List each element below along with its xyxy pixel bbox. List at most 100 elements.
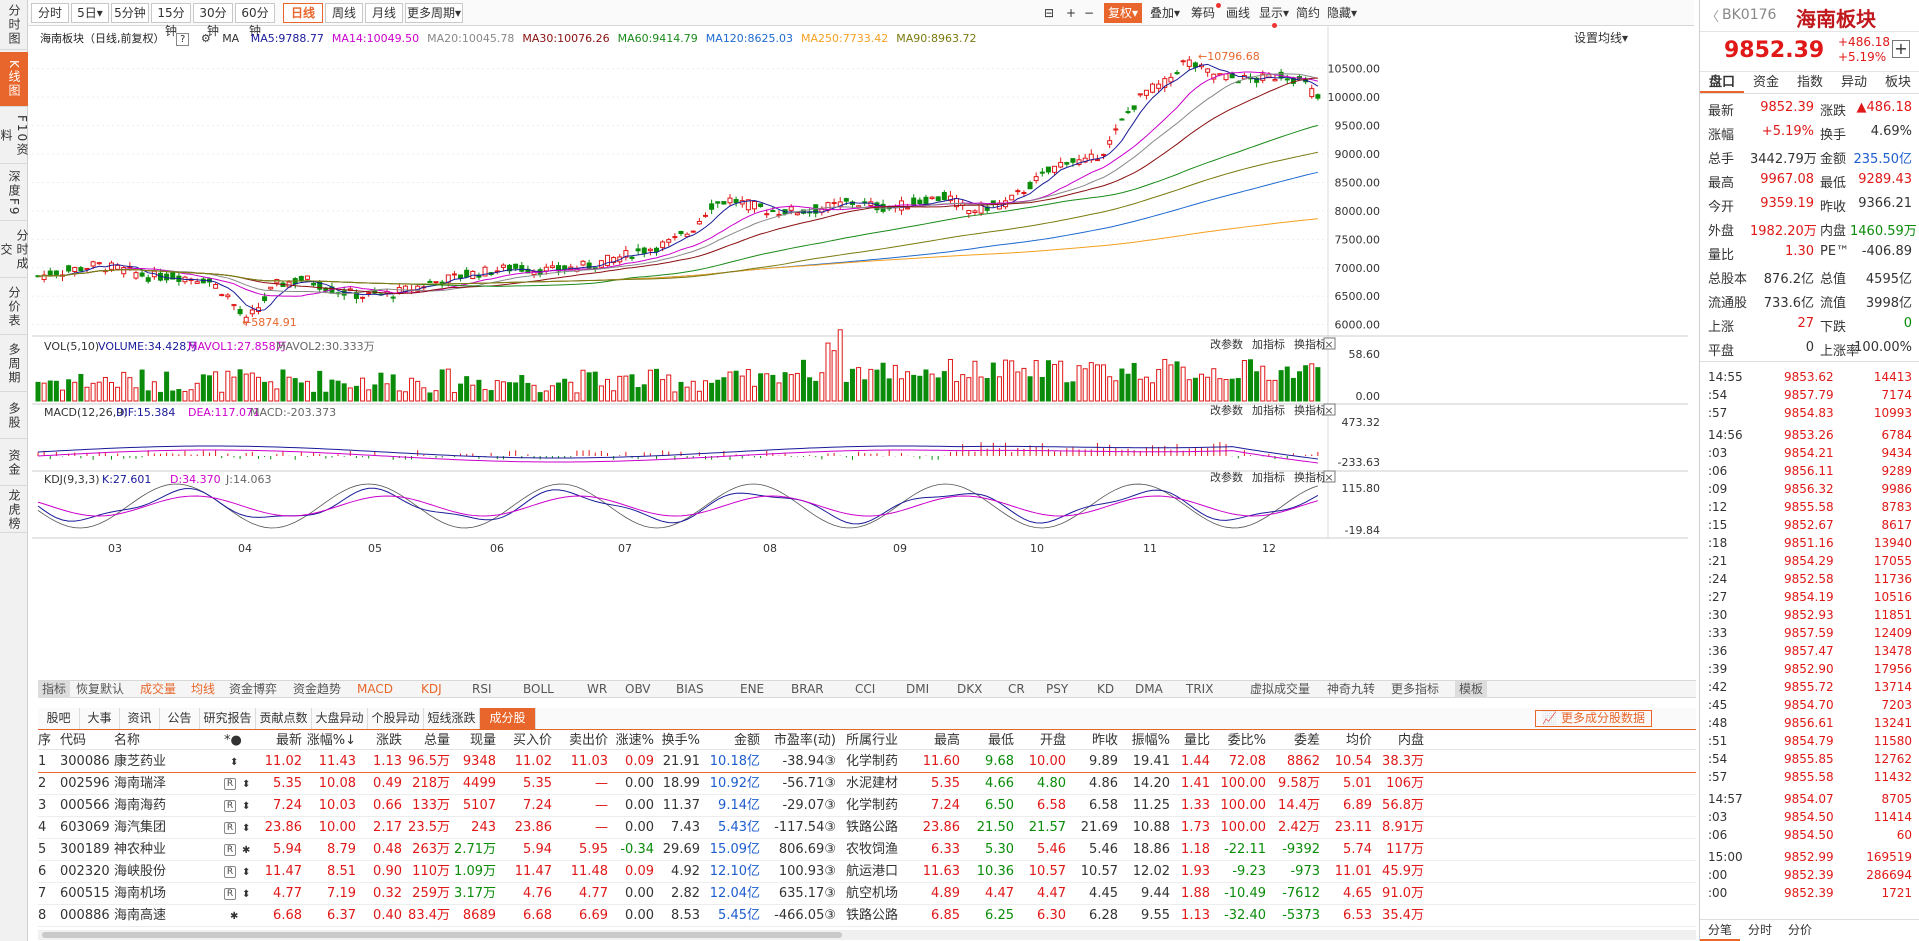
panel-tool-0-2[interactable]: 换指标	[1294, 337, 1327, 351]
info-tab-9[interactable]: 成分股	[480, 708, 536, 729]
info-tab-7[interactable]: 个股异动	[368, 708, 424, 729]
indicator-tab-13[interactable]: ENE	[740, 682, 765, 696]
indicator-tab-7[interactable]: KDJ	[421, 682, 442, 696]
ma-settings-icon[interactable]: ⚙	[200, 32, 211, 45]
close-panel-icon[interactable]	[1323, 403, 1336, 416]
row-flag-icon[interactable]: ⬍	[242, 779, 251, 790]
indicator-tab-21[interactable]: DMA	[1135, 682, 1163, 696]
indicator-tab-24[interactable]: 神奇九转	[1327, 682, 1376, 696]
col-header-20[interactable]: 振幅%	[1131, 733, 1170, 748]
row-flag-icon[interactable]: ⬍	[230, 757, 239, 768]
row-flag-icon[interactable]: ⬍	[242, 823, 251, 834]
period-0[interactable]: 分时	[31, 3, 69, 23]
indicator-tab-22[interactable]: TRIX	[1186, 682, 1214, 696]
left-tab-8[interactable]: 资金	[0, 441, 28, 486]
period-6[interactable]: 日线	[283, 3, 323, 23]
col-header-21[interactable]: 量比	[1183, 733, 1210, 748]
table-row[interactable]: 1 300086 康芝药业 ⬍ 11.02 11.43 1.13 96.5万 9348 11.02…	[38, 751, 1696, 773]
info-tab-6[interactable]: 大盘异动	[312, 708, 368, 729]
indicator-tab-3[interactable]: 均线	[191, 682, 216, 696]
row-flag-icon[interactable]: ✱	[230, 911, 239, 922]
col-header-6[interactable]: 涨跌	[375, 733, 402, 748]
back-icon[interactable]: 〈	[1706, 10, 1720, 25]
tick-tab-0[interactable]: 分笔	[1700, 920, 1740, 941]
toolbar-btn-6[interactable]: 画线	[1225, 6, 1250, 20]
period-4[interactable]: 30分钟	[193, 3, 233, 38]
left-tab-9[interactable]: 龙虎榜	[0, 488, 28, 533]
row-flag-icon[interactable]: ✱	[242, 845, 251, 856]
col-header-14[interactable]: 市盈率(动)	[773, 733, 836, 748]
indicator-tab-12[interactable]: BIAS	[676, 682, 704, 696]
panel-tool-2-1[interactable]: 加指标	[1252, 470, 1285, 484]
col-header-16[interactable]: 最高	[933, 733, 960, 748]
indicator-tab-0[interactable]: 指标	[38, 681, 71, 698]
indicator-tab-5[interactable]: 资金趋势	[293, 682, 342, 696]
col-header-5[interactable]: 涨幅%↓	[306, 733, 356, 748]
horizontal-scrollbar[interactable]	[38, 930, 1696, 940]
period-1[interactable]: 5日▾	[71, 3, 109, 23]
info-tab-4[interactable]: 研究报告	[200, 708, 256, 729]
period-5[interactable]: 60分钟	[235, 3, 275, 38]
left-tab-6[interactable]: 多周期	[0, 337, 28, 392]
period-9[interactable]: 更多周期▾	[405, 3, 463, 23]
col-header-19[interactable]: 昨收	[1091, 733, 1118, 748]
quote-tab-4[interactable]: 板块	[1884, 75, 1911, 90]
left-tab-2[interactable]: F10资料	[0, 109, 29, 164]
close-panel-icon[interactable]	[1323, 337, 1336, 350]
panel-tool-1-0[interactable]: 改参数	[1210, 403, 1243, 417]
more-constituents-button[interactable]: 📈 更多成分股数据	[1535, 710, 1652, 727]
indicator-tab-16[interactable]: DMI	[906, 682, 930, 696]
indicator-tab-20[interactable]: KD	[1097, 682, 1115, 696]
row-flag-icon[interactable]: ⬍	[242, 889, 251, 900]
toolbar-btn-8[interactable]: 简约	[1295, 6, 1320, 20]
toolbar-btn-1[interactable]: +	[1065, 6, 1077, 20]
col-header-17[interactable]: 最低	[987, 733, 1014, 748]
panel-tool-2-0[interactable]: 改参数	[1210, 470, 1243, 484]
quote-tab-2[interactable]: 指数	[1796, 75, 1823, 90]
col-header-3[interactable]: *●	[224, 733, 242, 748]
tick-tab-2[interactable]: 分价	[1787, 923, 1812, 937]
info-tab-8[interactable]: 短线涨跌	[424, 708, 480, 729]
info-tab-0[interactable]: 股吧	[38, 708, 80, 729]
panel-tool-1-2[interactable]: 换指标	[1294, 403, 1327, 417]
period-2[interactable]: 5分钟	[111, 3, 149, 23]
indicator-tab-23[interactable]: 虚拟成交量	[1250, 682, 1311, 696]
row-flag-icon[interactable]: ⬍	[242, 867, 251, 878]
close-panel-icon[interactable]	[1323, 470, 1336, 483]
indicator-tab-18[interactable]: CR	[1008, 682, 1025, 696]
toolbar-btn-4[interactable]: 叠加▾	[1149, 6, 1181, 20]
table-row[interactable]: 3 000566 海南海药 R ⬍ 7.24 10.03 0.66 133万 5107 7.24—0…	[38, 795, 1696, 817]
col-header-8[interactable]: 现量	[469, 733, 496, 748]
add-watchlist-icon[interactable]: +	[1892, 40, 1910, 58]
indicator-tab-14[interactable]: BRAR	[791, 682, 824, 696]
col-header-11[interactable]: 涨速%	[615, 733, 654, 748]
left-tab-3[interactable]: 深度F9	[0, 166, 28, 221]
col-header-9[interactable]: 买入价	[512, 733, 552, 748]
period-8[interactable]: 月线	[365, 3, 403, 23]
toolbar-btn-0[interactable]: ⊟	[1043, 6, 1055, 20]
indicator-tab-19[interactable]: PSY	[1046, 682, 1069, 696]
table-row[interactable]: 5 300189 神农种业 R ✱ 5.94 8.79 0.48 263万 2.71万 5.94 5.…	[38, 839, 1696, 861]
indicator-tab-25[interactable]: 更多指标	[1391, 682, 1440, 696]
col-header-12[interactable]: 换手%	[661, 733, 700, 748]
panel-tool-1-1[interactable]: 加指标	[1252, 403, 1285, 417]
col-header-24[interactable]: 均价	[1345, 733, 1372, 748]
left-tab-7[interactable]: 多股	[0, 394, 28, 439]
info-tab-2[interactable]: 资讯	[120, 708, 160, 729]
panel-tool-2-2[interactable]: 换指标	[1294, 470, 1327, 484]
toolbar-btn-2[interactable]: −	[1083, 6, 1095, 20]
toolbar-btn-3[interactable]: 复权▾	[1104, 3, 1142, 23]
col-header-10[interactable]: 卖出价	[568, 733, 608, 748]
indicator-tab-9[interactable]: BOLL	[523, 682, 554, 696]
col-header-22[interactable]: 委比%	[1227, 733, 1266, 748]
panel-tool-0-0[interactable]: 改参数	[1210, 337, 1243, 351]
row-flag-icon[interactable]: ⬍	[242, 801, 251, 812]
indicator-tab-1[interactable]: 恢复默认	[76, 682, 125, 696]
tick-tab-1[interactable]: 分时	[1747, 923, 1772, 937]
toolbar-btn-5[interactable]: 筹码	[1190, 3, 1222, 23]
kline-chart[interactable]: 10500.00 10000.00 9500.00 9000.00 8500.00 800…	[28, 26, 1694, 676]
table-row[interactable]: 4 603069 海汽集团 R ⬍ 23.86 10.00 2.17 23.5万 243 23.86…	[38, 817, 1696, 839]
info-tab-3[interactable]: 公告	[160, 708, 200, 729]
col-header-23[interactable]: 委差	[1293, 733, 1320, 748]
set-ma-button[interactable]: 设置均线▾	[1574, 31, 1629, 45]
